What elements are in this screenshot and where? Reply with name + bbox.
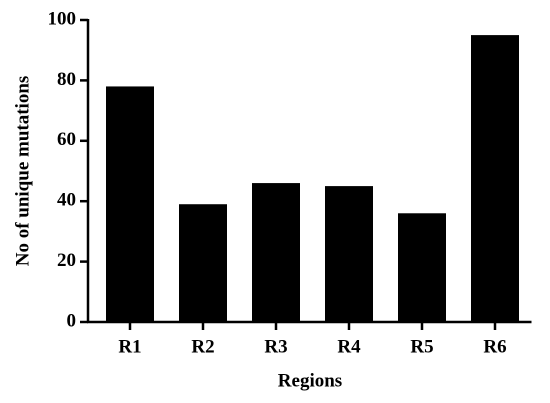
y-tick-label: 20: [57, 250, 76, 271]
y-tick-label: 100: [48, 8, 77, 29]
bar: [471, 35, 519, 322]
y-axis-label: No of unique mutations: [12, 76, 33, 267]
bar: [398, 213, 446, 322]
x-tick-label: R6: [483, 336, 506, 357]
x-tick-label: R3: [264, 336, 287, 357]
x-tick-label: R4: [337, 336, 361, 357]
x-tick-label: R2: [191, 336, 214, 357]
x-axis-label: Regions: [278, 370, 342, 391]
y-tick-label: 40: [57, 190, 76, 211]
y-tick-label: 0: [67, 310, 77, 331]
y-tick-label: 60: [57, 129, 76, 150]
y-tick-label: 80: [57, 69, 76, 90]
bar: [325, 186, 373, 322]
bar: [179, 204, 227, 322]
bar: [252, 183, 300, 322]
x-tick-label: R1: [118, 336, 141, 357]
x-tick-label: R5: [410, 336, 433, 357]
bar: [106, 86, 154, 322]
